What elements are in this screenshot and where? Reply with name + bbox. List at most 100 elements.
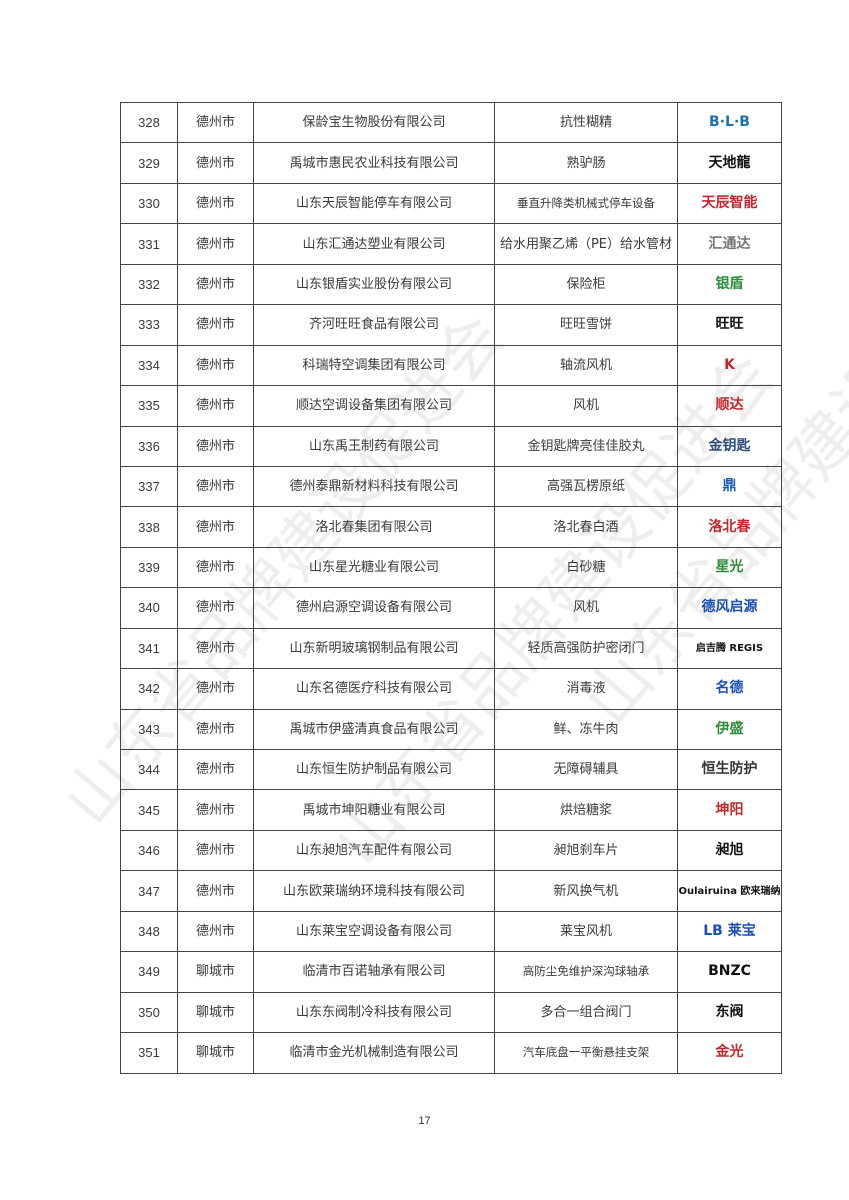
brand-logo: 星光 bbox=[715, 559, 744, 576]
product-cell: 轴流风机 bbox=[494, 344, 678, 387]
table-row: 332 德州市 山东银盾实业股份有限公司 保险柜 银盾 bbox=[120, 263, 782, 306]
brand-logo: 旺旺 bbox=[715, 316, 744, 333]
logo-cell: 名德 bbox=[677, 668, 782, 710]
logo-cell: 顺达 bbox=[677, 385, 782, 427]
table-row: 335 德州市 顺达空调设备集团有限公司 风机 顺达 bbox=[120, 385, 782, 427]
brand-logo: 洛北春 bbox=[708, 518, 751, 535]
table-row: 344 德州市 山东恒生防护制品有限公司 无障碍辅具 恒生防护 bbox=[120, 748, 782, 791]
product-cell: 高强瓦楞原纸 bbox=[494, 465, 678, 508]
brand-logo: 金钥匙 bbox=[708, 437, 751, 454]
company-cell: 山东天辰智能停车有限公司 bbox=[253, 182, 495, 225]
company-cell: 山东东阀制冷科技有限公司 bbox=[253, 991, 495, 1034]
logo-cell: 坤阳 bbox=[677, 789, 782, 831]
table-row: 338 德州市 洛北春集团有限公司 洛北春白酒 洛北春 bbox=[120, 506, 782, 548]
row-number: 348 bbox=[120, 910, 178, 953]
product-cell: 金钥匙牌亮佳佳胶丸 bbox=[494, 425, 678, 467]
row-number: 336 bbox=[120, 425, 178, 467]
row-number: 332 bbox=[120, 263, 178, 306]
logo-cell: 启吉腾 REGIS bbox=[677, 627, 782, 670]
logo-cell: K bbox=[677, 344, 782, 387]
brand-logo: B·L·B bbox=[709, 114, 750, 131]
company-cell: 山东恒生防护制品有限公司 bbox=[253, 748, 495, 791]
product-cell: 莱宝风机 bbox=[494, 910, 678, 953]
city-cell: 德州市 bbox=[177, 385, 254, 427]
city-cell: 德州市 bbox=[177, 263, 254, 306]
company-cell: 顺达空调设备集团有限公司 bbox=[253, 385, 495, 427]
city-cell: 德州市 bbox=[177, 668, 254, 710]
table-row: 343 德州市 禹城市伊盛清真食品有限公司 鲜、冻牛肉 伊盛 bbox=[120, 708, 782, 751]
company-cell: 山东名德医疗科技有限公司 bbox=[253, 668, 495, 710]
table-row: 334 德州市 科瑞特空调集团有限公司 轴流风机 K bbox=[120, 344, 782, 387]
company-cell: 山东新明玻璃钢制品有限公司 bbox=[253, 627, 495, 670]
logo-cell: 金光 bbox=[677, 1032, 782, 1074]
row-number: 337 bbox=[120, 465, 178, 508]
company-cell: 山东汇通达塑业有限公司 bbox=[253, 223, 495, 265]
city-cell: 德州市 bbox=[177, 304, 254, 346]
table-row: 331 德州市 山东汇通达塑业有限公司 给水用聚乙烯（PE）给水管材 汇通达 bbox=[120, 223, 782, 265]
city-cell: 德州市 bbox=[177, 870, 254, 912]
product-cell: 保险柜 bbox=[494, 263, 678, 306]
logo-cell: LB 莱宝 bbox=[677, 910, 782, 953]
product-cell: 昶旭刹车片 bbox=[494, 829, 678, 872]
product-cell: 白砂糖 bbox=[494, 546, 678, 589]
city-cell: 德州市 bbox=[177, 587, 254, 629]
city-cell: 德州市 bbox=[177, 182, 254, 225]
product-cell: 多合一组合阀门 bbox=[494, 991, 678, 1034]
row-number: 341 bbox=[120, 627, 178, 670]
product-cell: 汽车底盘一平衡悬挂支架 bbox=[494, 1032, 678, 1074]
logo-cell: 昶旭 bbox=[677, 829, 782, 872]
table-row: 336 德州市 山东禹王制药有限公司 金钥匙牌亮佳佳胶丸 金钥匙 bbox=[120, 425, 782, 467]
product-cell: 新风换气机 bbox=[494, 870, 678, 912]
logo-cell: 德风启源 bbox=[677, 587, 782, 629]
row-number: 342 bbox=[120, 668, 178, 710]
brand-logo: BNZC bbox=[708, 963, 751, 980]
logo-cell: 金钥匙 bbox=[677, 425, 782, 467]
city-cell: 德州市 bbox=[177, 748, 254, 791]
table-row: 348 德州市 山东莱宝空调设备有限公司 莱宝风机 LB 莱宝 bbox=[120, 910, 782, 953]
company-cell: 洛北春集团有限公司 bbox=[253, 506, 495, 548]
table-row: 337 德州市 德州泰鼎新材料科技有限公司 高强瓦楞原纸 鼎 bbox=[120, 465, 782, 508]
brand-logo: 昶旭 bbox=[715, 842, 744, 859]
table-row: 329 德州市 禹城市惠民农业科技有限公司 熟驴肠 天地龍 bbox=[120, 142, 782, 184]
logo-cell: 恒生防护 bbox=[677, 748, 782, 791]
city-cell: 德州市 bbox=[177, 506, 254, 548]
table-row: 345 德州市 禹城市坤阳糖业有限公司 烘焙糖浆 坤阳 bbox=[120, 789, 782, 831]
brand-logo: 德风启源 bbox=[701, 599, 758, 616]
row-number: 343 bbox=[120, 708, 178, 751]
table-row: 330 德州市 山东天辰智能停车有限公司 垂直升降类机械式停车设备 天辰智能 bbox=[120, 182, 782, 225]
city-cell: 德州市 bbox=[177, 223, 254, 265]
company-cell: 科瑞特空调集团有限公司 bbox=[253, 344, 495, 387]
brand-logo: 伊盛 bbox=[715, 720, 744, 737]
row-number: 328 bbox=[120, 101, 178, 144]
city-cell: 聊城市 bbox=[177, 991, 254, 1034]
page-number: 17 bbox=[418, 1115, 431, 1127]
product-cell: 轻质高强防护密闭门 bbox=[494, 627, 678, 670]
city-cell: 德州市 bbox=[177, 142, 254, 184]
product-cell: 垂直升降类机械式停车设备 bbox=[494, 182, 678, 225]
product-cell: 风机 bbox=[494, 587, 678, 629]
city-cell: 德州市 bbox=[177, 829, 254, 872]
product-cell: 鲜、冻牛肉 bbox=[494, 708, 678, 751]
city-cell: 德州市 bbox=[177, 465, 254, 508]
logo-cell: 东阀 bbox=[677, 991, 782, 1034]
row-number: 330 bbox=[120, 182, 178, 225]
product-cell: 抗性糊精 bbox=[494, 101, 678, 144]
row-number: 339 bbox=[120, 546, 178, 589]
product-cell: 给水用聚乙烯（PE）给水管材 bbox=[494, 223, 678, 265]
company-cell: 山东欧莱瑞纳环境科技有限公司 bbox=[253, 870, 495, 912]
logo-cell: 天辰智能 bbox=[677, 182, 782, 225]
table-row: 347 德州市 山东欧莱瑞纳环境科技有限公司 新风换气机 Oulairuina 欧来瑞纳 bbox=[120, 870, 782, 912]
row-number: 340 bbox=[120, 587, 178, 629]
row-number: 347 bbox=[120, 870, 178, 912]
logo-cell: 旺旺 bbox=[677, 304, 782, 346]
product-cell: 风机 bbox=[494, 385, 678, 427]
brand-logo: 顺达 bbox=[715, 397, 744, 414]
brand-logo: 汇通达 bbox=[708, 235, 751, 252]
brand-logo: 天地龍 bbox=[708, 154, 751, 171]
company-cell: 德州启源空调设备有限公司 bbox=[253, 587, 495, 629]
company-cell: 德州泰鼎新材料科技有限公司 bbox=[253, 465, 495, 508]
company-cell: 山东银盾实业股份有限公司 bbox=[253, 263, 495, 306]
table-row: 340 德州市 德州启源空调设备有限公司 风机 德风启源 bbox=[120, 587, 782, 629]
brand-logo: 名德 bbox=[715, 680, 744, 697]
company-cell: 山东星光糖业有限公司 bbox=[253, 546, 495, 589]
